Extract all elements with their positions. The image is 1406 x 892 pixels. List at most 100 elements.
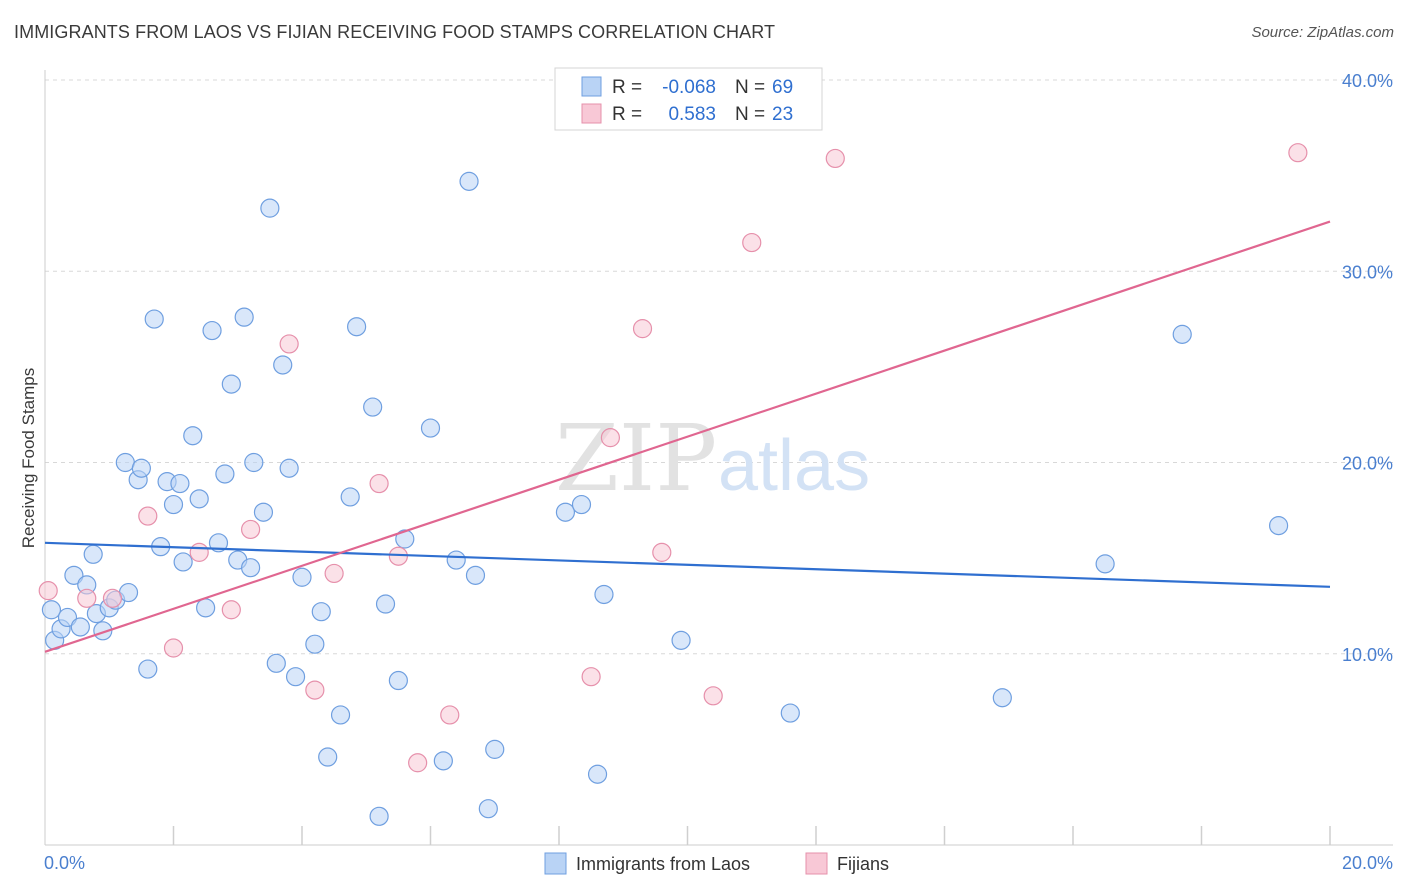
laos-point-52 <box>420 418 441 438</box>
fijians-point-4 <box>163 638 184 658</box>
laos-point-31 <box>234 307 254 327</box>
laos-point-42 <box>311 602 331 622</box>
laos-point-26 <box>202 320 222 341</box>
fijians-point-17 <box>632 319 653 339</box>
laos-point-61 <box>587 764 608 784</box>
fijians-point-18 <box>652 542 672 562</box>
fijians-point-6 <box>221 600 241 620</box>
fijians-point-19 <box>703 686 723 706</box>
laos-point-24 <box>189 489 209 509</box>
laos-point-0 <box>41 600 62 620</box>
fijians-point-20 <box>742 232 762 253</box>
laos-point-62 <box>594 584 614 605</box>
chart-title: IMMIGRANTS FROM LAOS VS FIJIAN RECEIVING… <box>14 22 776 42</box>
laos-point-66 <box>1095 554 1115 574</box>
laos-trend-line <box>44 541 1331 588</box>
laos-point-34 <box>253 502 274 522</box>
fijians-point-5 <box>189 542 209 562</box>
watermark-atlas: atlas <box>718 426 870 506</box>
laos-point-57 <box>478 799 498 819</box>
laos-point-58 <box>485 739 505 759</box>
fijians-point-0 <box>38 581 58 601</box>
source-label: Source: ZipAtlas.com <box>1251 24 1394 41</box>
laos-point-21 <box>170 473 190 494</box>
laos-point-9 <box>93 621 113 641</box>
laos-point-3 <box>57 607 78 628</box>
laos-point-17 <box>144 309 164 329</box>
y-tick-labels: 10.0% 20.0% 30.0% 40.0% <box>1342 71 1393 665</box>
y-tick-label-40: 40.0% <box>1342 71 1393 91</box>
fijians-point-7 <box>241 519 261 540</box>
laos-point-51 <box>395 529 415 549</box>
laos-point-15 <box>131 458 151 478</box>
laos-point-27 <box>208 533 229 553</box>
laos-point-29 <box>221 374 241 394</box>
laos-point-40 <box>292 567 312 587</box>
series-legend: Immigrants from Laos Fijians <box>544 852 889 875</box>
legend-swatch-blue <box>581 76 602 97</box>
laos-point-37 <box>273 355 293 375</box>
grid-lines <box>45 79 1393 655</box>
laos-point-38 <box>279 458 299 478</box>
fijians-point-14 <box>440 705 460 725</box>
laos-point-55 <box>459 171 479 191</box>
laos-point-7 <box>83 544 103 564</box>
laos-point-36 <box>266 653 286 673</box>
fijians-point-1 <box>77 588 97 608</box>
fijians-point-22 <box>1288 143 1308 163</box>
laos-point-48 <box>369 806 389 826</box>
fijians-point-3 <box>138 506 158 526</box>
fijians-point-9 <box>305 680 325 700</box>
laos-point-20 <box>163 494 184 515</box>
laos-point-54 <box>446 550 466 570</box>
laos-point-5 <box>70 617 90 637</box>
laos-point-68 <box>1268 516 1289 536</box>
series-legend-label-laos: Immigrants from Laos <box>576 854 750 874</box>
x-tick-marks <box>172 826 1331 845</box>
laos-point-47 <box>363 397 383 417</box>
laos-point-23 <box>183 426 203 446</box>
y-tick-label-30: 30.0% <box>1342 262 1393 282</box>
laos-point-64 <box>780 703 800 723</box>
series-legend-swatch-fijians <box>805 852 828 875</box>
laos-point-39 <box>285 667 306 687</box>
laos-point-44 <box>330 705 351 725</box>
fijians-point-2 <box>102 588 123 608</box>
fijians-trend-line <box>44 220 1331 653</box>
laos-point-59 <box>555 502 576 522</box>
laos-point-25 <box>196 598 216 618</box>
correlation-legend: R = -0.068 N = 69 R = 0.583 N = 23 <box>554 67 823 131</box>
legend-n-label-1: N = <box>735 77 765 98</box>
y-tick-label-20: 20.0% <box>1342 454 1393 474</box>
laos-point-28 <box>215 464 235 484</box>
laos-point-65 <box>992 688 1012 708</box>
laos-point-16 <box>138 659 158 679</box>
legend-r-value-1: -0.068 <box>662 77 716 98</box>
laos-point-22 <box>173 552 193 572</box>
x-tick-label-max: 20.0% <box>1342 853 1393 873</box>
series-legend-label-fijians: Fijians <box>837 854 889 874</box>
fijians-point-16 <box>600 428 621 448</box>
watermark: ZIP atlas <box>555 405 870 512</box>
laos-point-60 <box>571 494 592 515</box>
laos-point-56 <box>465 565 486 585</box>
series-immigrants-from-laos <box>41 171 1289 826</box>
trend-lines <box>44 220 1331 653</box>
x-tick-label-min: 0.0% <box>44 853 85 873</box>
fijians-point-15 <box>581 667 601 687</box>
legend-n-label-2: N = <box>735 104 765 125</box>
legend-swatch-pink <box>581 103 602 124</box>
legend-r-label-2: R = <box>612 104 642 125</box>
laos-point-49 <box>375 594 396 614</box>
legend-r-label-1: R = <box>612 77 642 98</box>
laos-point-35 <box>260 198 280 218</box>
laos-point-32 <box>241 558 261 578</box>
laos-point-46 <box>347 317 367 337</box>
fijians-point-11 <box>369 473 389 494</box>
laos-point-33 <box>244 452 264 473</box>
laos-point-67 <box>1172 324 1192 344</box>
laos-point-4 <box>64 565 84 585</box>
legend-n-value-1: 69 <box>772 77 793 98</box>
series-legend-swatch-laos <box>544 852 567 875</box>
